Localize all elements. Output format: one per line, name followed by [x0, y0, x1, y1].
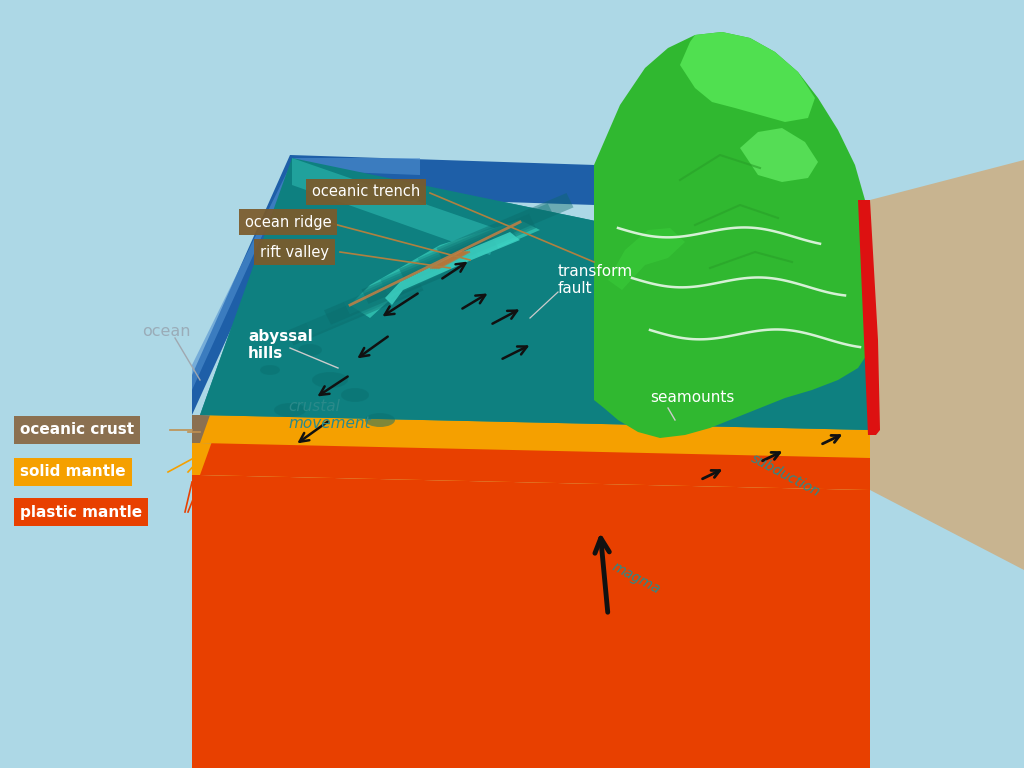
Polygon shape — [343, 245, 480, 314]
Text: plastic mantle: plastic mantle — [20, 505, 142, 519]
Polygon shape — [608, 228, 685, 290]
Polygon shape — [193, 415, 200, 443]
Ellipse shape — [341, 388, 369, 402]
Polygon shape — [200, 158, 870, 430]
Polygon shape — [193, 155, 595, 415]
Ellipse shape — [680, 396, 720, 420]
Ellipse shape — [260, 365, 280, 375]
Polygon shape — [200, 218, 870, 490]
Polygon shape — [292, 158, 500, 255]
Ellipse shape — [365, 413, 395, 427]
Ellipse shape — [692, 369, 728, 391]
Polygon shape — [385, 232, 520, 305]
Text: subduction: subduction — [748, 451, 822, 499]
Text: crustal
movement: crustal movement — [288, 399, 371, 431]
Polygon shape — [287, 276, 424, 346]
Ellipse shape — [274, 403, 306, 417]
Text: ocean: ocean — [142, 325, 190, 339]
Polygon shape — [324, 255, 461, 325]
Text: abyssal
hills: abyssal hills — [248, 329, 312, 361]
Polygon shape — [594, 32, 870, 438]
Text: ocean ridge: ocean ridge — [245, 214, 332, 230]
Text: solid mantle: solid mantle — [20, 465, 126, 479]
Ellipse shape — [655, 376, 705, 404]
Polygon shape — [870, 160, 1024, 570]
Polygon shape — [436, 193, 573, 263]
Polygon shape — [193, 158, 420, 390]
Polygon shape — [193, 443, 200, 475]
Text: magma: magma — [610, 559, 664, 597]
Polygon shape — [399, 214, 536, 283]
Polygon shape — [350, 220, 540, 318]
Text: seamounts: seamounts — [650, 390, 734, 406]
Polygon shape — [200, 158, 870, 430]
Text: transform
fault: transform fault — [558, 263, 633, 296]
Polygon shape — [200, 443, 870, 490]
Polygon shape — [305, 266, 442, 335]
Polygon shape — [200, 186, 870, 458]
Polygon shape — [858, 200, 880, 435]
Polygon shape — [200, 415, 870, 458]
Text: oceanic trench: oceanic trench — [312, 184, 420, 200]
Polygon shape — [193, 475, 200, 768]
Polygon shape — [380, 224, 517, 293]
Ellipse shape — [312, 372, 348, 388]
Polygon shape — [680, 32, 815, 122]
Text: oceanic crust: oceanic crust — [20, 422, 134, 438]
Polygon shape — [361, 234, 499, 304]
Polygon shape — [418, 204, 555, 273]
Text: rift valley: rift valley — [260, 244, 329, 260]
Polygon shape — [200, 475, 870, 768]
Polygon shape — [740, 128, 818, 182]
Ellipse shape — [298, 344, 322, 356]
